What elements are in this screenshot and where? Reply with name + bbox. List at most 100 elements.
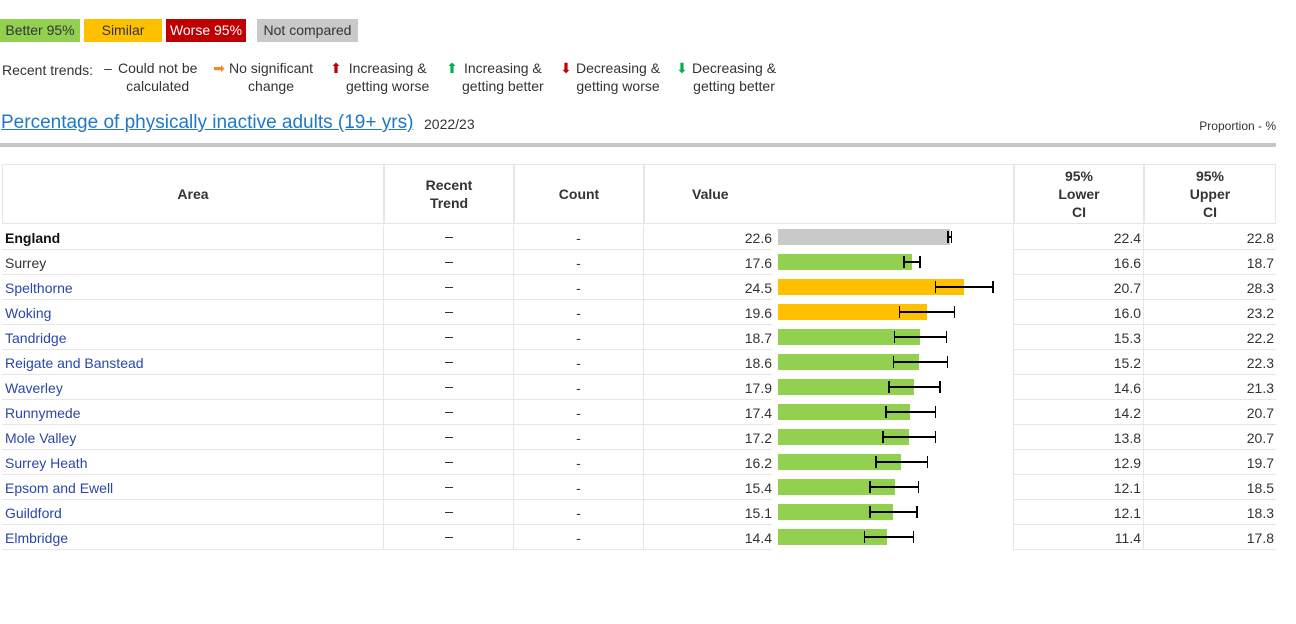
header-area[interactable]: Area [2, 164, 384, 224]
indicator-title-link[interactable]: Percentage of physically inactive adults… [1, 112, 414, 133]
value-bar[interactable] [778, 379, 915, 395]
value-bar[interactable] [778, 304, 927, 320]
table-row: Spelthorne -24.5 20.7 28.3 [2, 275, 1276, 300]
header-upper-ci: 95% Upper CI [1144, 164, 1276, 224]
value-cell: 14.4 [644, 525, 772, 550]
ci-whisker [864, 536, 914, 538]
table-row: Reigate and Banstead -18.6 15.2 22.3 [2, 350, 1276, 375]
ci-whisker [935, 286, 994, 288]
area-name[interactable]: Waverley [2, 375, 384, 400]
count-cell: - [514, 375, 644, 400]
value-bar[interactable] [778, 404, 911, 420]
dash-icon [444, 311, 453, 314]
arrow-down-icon: ⬇ [560, 60, 572, 76]
area-name[interactable]: Elmbridge [2, 525, 384, 550]
value-bar[interactable] [778, 504, 893, 520]
upper-ci-cell: 21.3 [1144, 375, 1276, 400]
ci-cap [903, 256, 905, 268]
trend-legend-item: ➡ No significant change [212, 59, 313, 95]
value-cell: 24.5 [644, 275, 772, 300]
value-cell: 15.4 [644, 475, 772, 500]
area-name[interactable]: Guildford [2, 500, 384, 525]
table-row: Elmbridge -14.4 11.4 17.8 [2, 525, 1276, 550]
value-bar[interactable] [778, 479, 896, 495]
value-bar[interactable] [778, 354, 920, 370]
area-name[interactable]: Woking [2, 300, 384, 325]
value-bar[interactable] [778, 429, 909, 445]
area-name[interactable]: Mole Valley [2, 425, 384, 450]
upper-ci-cell: 18.3 [1144, 500, 1276, 525]
dash-icon [444, 536, 453, 539]
upper-ci-cell: 18.7 [1144, 250, 1276, 275]
ci-whisker [888, 386, 940, 388]
value-bar[interactable] [778, 454, 902, 470]
ci-cap [882, 431, 884, 443]
table-row: Epsom and Ewell -15.4 12.1 18.5 [2, 475, 1276, 500]
lower-ci-cell: 16.0 [1014, 300, 1144, 325]
dash-icon [444, 236, 453, 239]
recent-trend-cell [384, 475, 514, 500]
arrow-down-icon: ⬇ [676, 60, 688, 76]
value-bar-cell [776, 400, 1014, 425]
ci-cap [939, 381, 941, 393]
value-bar-cell [776, 350, 1014, 375]
value-bar-cell [776, 425, 1014, 450]
area-name: England [2, 225, 384, 250]
header-count[interactable]: Count [514, 164, 644, 224]
ci-cap [869, 506, 871, 518]
ci-cap [947, 231, 949, 243]
area-name[interactable]: Spelthorne [2, 275, 384, 300]
dash-icon [444, 411, 453, 414]
area-name[interactable]: Surrey Heath [2, 450, 384, 475]
value-bar[interactable] [778, 254, 912, 270]
ci-cap [992, 281, 994, 293]
lower-ci-cell: 12.1 [1014, 500, 1144, 525]
value-bar-cell [776, 450, 1014, 475]
count-cell: - [514, 425, 644, 450]
count-cell: - [514, 400, 644, 425]
count-cell: - [514, 275, 644, 300]
ci-cap [893, 331, 896, 343]
ci-cap [869, 481, 871, 493]
table-row: Waverley -17.9 14.6 21.3 [2, 375, 1276, 400]
lower-ci-cell: 22.4 [1014, 225, 1144, 250]
upper-ci-cell: 20.7 [1144, 400, 1276, 425]
recent-trend-cell [384, 375, 514, 400]
area-name[interactable]: Runnymede [2, 400, 384, 425]
ci-cap [892, 356, 895, 368]
trend-legend-label: Decreasing & getting better [692, 60, 777, 94]
count-cell: - [514, 300, 644, 325]
header-value[interactable]: Value [644, 164, 1014, 224]
area-name[interactable]: Tandridge [2, 325, 384, 350]
value-cell: 22.6 [644, 225, 772, 250]
ci-cap [916, 506, 918, 518]
table-row: Mole Valley -17.2 13.8 20.7 [2, 425, 1276, 450]
value-bar[interactable] [778, 329, 921, 345]
arrow-right-icon: ➡ [213, 60, 225, 76]
upper-ci-cell: 19.7 [1144, 450, 1276, 475]
ci-whisker [899, 311, 955, 313]
ci-whisker [869, 486, 919, 488]
table-row: Woking -19.6 16.0 23.2 [2, 300, 1276, 325]
recent-trend-cell [384, 300, 514, 325]
upper-ci-cell: 18.5 [1144, 475, 1276, 500]
area-name[interactable]: Reigate and Banstead [2, 350, 384, 375]
value-bar[interactable] [778, 529, 888, 545]
recent-trend-cell [384, 425, 514, 450]
legend-not-compared: Not compared [257, 19, 358, 42]
area-name[interactable]: Epsom and Ewell [2, 475, 384, 500]
recent-trend-cell [384, 400, 514, 425]
header-recent-trend: Recent Trend [384, 164, 514, 224]
ci-cap [885, 406, 887, 418]
dash-icon [444, 386, 453, 389]
recent-trend-cell [384, 450, 514, 475]
trend-legend-item: – Could not be calculated [101, 59, 197, 95]
lower-ci-cell: 16.6 [1014, 250, 1144, 275]
value-bar[interactable] [778, 229, 950, 245]
upper-ci-cell: 17.8 [1144, 525, 1276, 550]
value-bar[interactable] [778, 279, 965, 295]
recent-trend-cell [384, 525, 514, 550]
lower-ci-cell: 12.9 [1014, 450, 1144, 475]
upper-ci-cell: 22.3 [1144, 350, 1276, 375]
ci-cap [934, 406, 937, 418]
